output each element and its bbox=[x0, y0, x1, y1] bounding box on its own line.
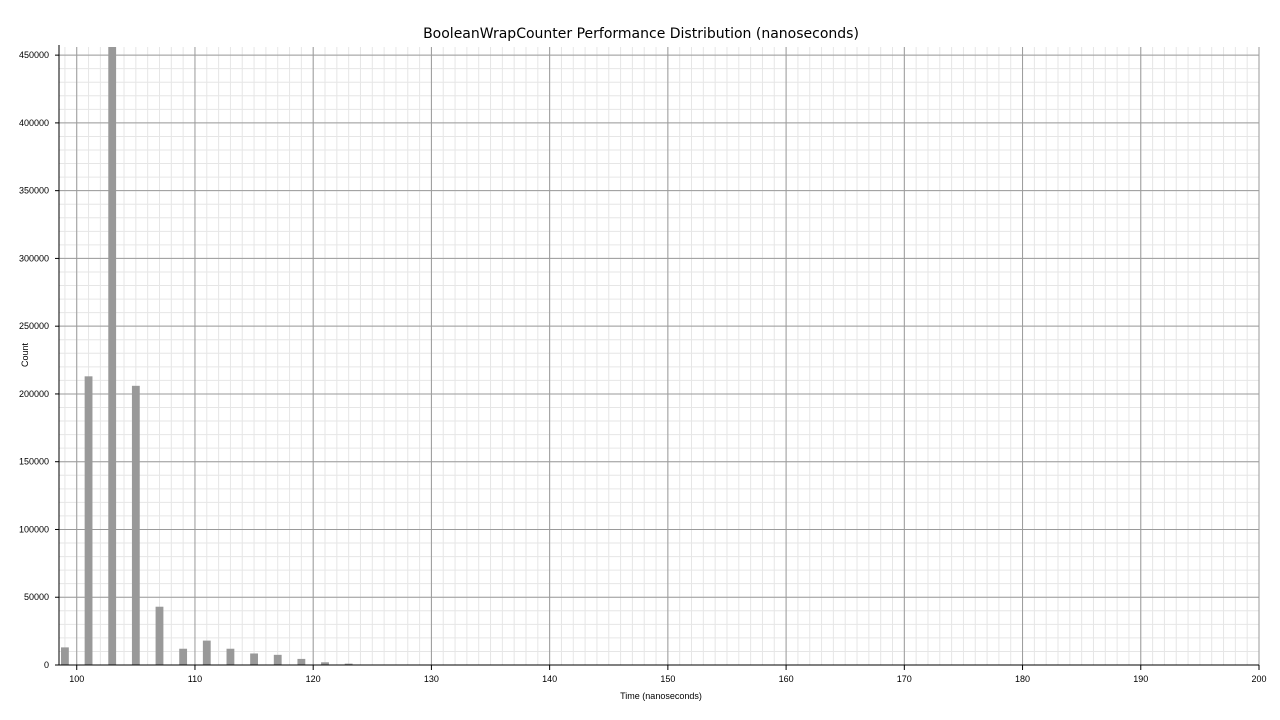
histogram-bar bbox=[273, 654, 282, 665]
histogram-bar bbox=[155, 606, 164, 665]
x-axis-label: Time (nanoseconds) bbox=[620, 691, 702, 701]
histogram-bar bbox=[250, 653, 258, 665]
x-tick-label: 120 bbox=[306, 674, 321, 684]
histogram-bar bbox=[321, 662, 329, 665]
y-tick-label: 450000 bbox=[19, 50, 49, 60]
histogram-bar bbox=[226, 648, 235, 665]
histogram-bar bbox=[202, 640, 211, 665]
x-tick-label: 190 bbox=[1133, 674, 1148, 684]
x-axis-ticks: 100 110 120 130 140 150 160 170 180 190 200 bbox=[69, 665, 1267, 684]
y-tick-label: 100000 bbox=[19, 524, 49, 534]
histogram-bars bbox=[61, 47, 353, 665]
axes bbox=[58, 45, 1259, 666]
y-axis-ticks: 0 50000 100000 150000 200000 250000 300000 3500… bbox=[19, 50, 59, 670]
x-tick-label: 180 bbox=[1015, 674, 1030, 684]
histogram-bar bbox=[84, 376, 93, 665]
histogram-bar bbox=[61, 647, 69, 665]
histogram-bar bbox=[297, 658, 306, 665]
major-gridlines bbox=[59, 47, 1260, 666]
y-tick-label: 200000 bbox=[19, 389, 49, 399]
histogram-bar bbox=[344, 663, 353, 665]
y-axis-label: Count bbox=[20, 343, 30, 368]
x-tick-label: 110 bbox=[188, 674, 202, 684]
y-tick-label: 250000 bbox=[19, 321, 49, 331]
chart-title: BooleanWrapCounter Performance Distribut… bbox=[423, 26, 859, 42]
histogram-bar bbox=[108, 47, 117, 665]
x-tick-label: 150 bbox=[660, 674, 675, 684]
x-tick-label: 140 bbox=[542, 674, 557, 684]
x-tick-label: 130 bbox=[424, 674, 439, 684]
y-tick-label: 0 bbox=[44, 660, 49, 670]
y-tick-label: 300000 bbox=[19, 253, 49, 263]
y-tick-label: 50000 bbox=[24, 592, 49, 602]
x-tick-label: 200 bbox=[1251, 674, 1266, 684]
histogram-bar bbox=[131, 385, 140, 665]
y-tick-label: 150000 bbox=[19, 457, 49, 467]
y-tick-label: 400000 bbox=[19, 118, 49, 128]
x-tick-label: 100 bbox=[69, 674, 84, 684]
histogram-bar bbox=[179, 648, 188, 665]
x-tick-label: 170 bbox=[897, 674, 912, 684]
y-tick-label: 350000 bbox=[19, 186, 49, 196]
x-tick-label: 160 bbox=[779, 674, 794, 684]
